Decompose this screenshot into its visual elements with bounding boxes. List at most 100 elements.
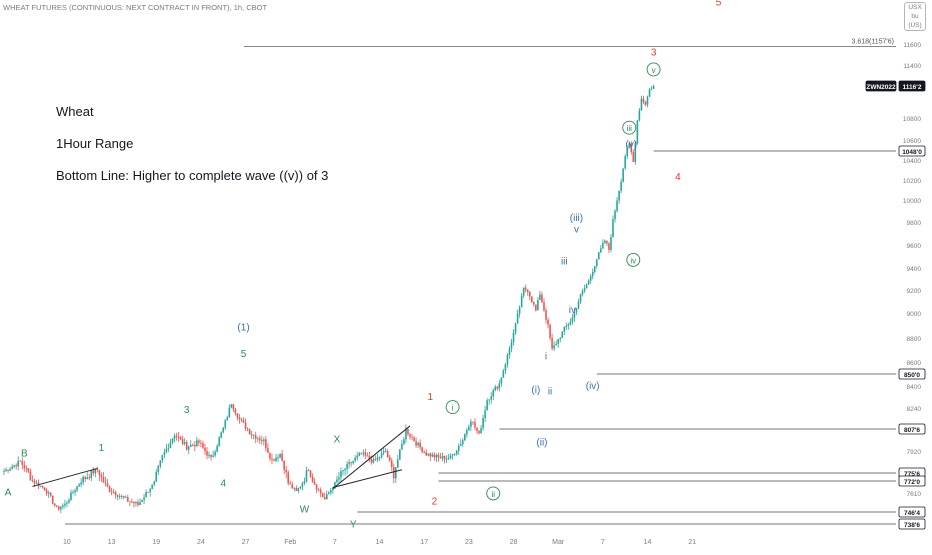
candle [486, 398, 488, 411]
candle [127, 494, 129, 503]
svg-text:1116'2: 1116'2 [903, 84, 922, 91]
candle [587, 279, 590, 285]
note-bottom-line: Bottom Line: Higher to complete wave ((v… [56, 168, 329, 183]
candle [453, 453, 456, 457]
svg-text:v: v [652, 66, 656, 75]
candle [122, 495, 125, 500]
candle [589, 273, 592, 284]
candle [171, 437, 174, 445]
candle [407, 428, 409, 436]
unit-label: bu (US) [908, 13, 922, 29]
candle [399, 449, 401, 460]
symbol-title: WHEAT FUTURES (CONTINUOUS: NEXT CONTRACT… [3, 3, 268, 12]
y-tick-label: 8400 [907, 384, 922, 391]
candle [141, 499, 143, 503]
candle [295, 485, 298, 491]
candle [423, 450, 426, 454]
price-label: 850'0 [898, 368, 926, 380]
candle [9, 466, 11, 471]
x-tick-label: 13 [108, 539, 116, 546]
candle [198, 438, 200, 447]
candle [620, 178, 622, 194]
candle [567, 322, 570, 330]
x-tick-label: 14 [376, 539, 384, 546]
candle [563, 326, 566, 336]
candle [187, 445, 190, 454]
candle [549, 323, 551, 341]
candle [405, 424, 407, 444]
wave-label: iv [569, 305, 576, 316]
candle [644, 100, 647, 107]
candle [342, 469, 344, 476]
candle [488, 399, 490, 405]
candle [350, 461, 352, 467]
candle [441, 452, 444, 462]
candle [626, 145, 629, 159]
candle [285, 465, 287, 479]
candle [17, 456, 20, 471]
candle [364, 448, 367, 460]
candle [256, 436, 259, 443]
price-label: 1116'2 [898, 80, 926, 92]
candle [482, 414, 484, 431]
currency-unit-box[interactable]: USX bu (US) [904, 2, 926, 31]
candle [384, 447, 387, 453]
candle [218, 435, 220, 448]
candle [163, 448, 166, 459]
svg-text:1: 1 [428, 392, 434, 403]
candle [340, 467, 342, 482]
candle [232, 403, 235, 413]
candle [537, 297, 539, 311]
candle [137, 499, 139, 507]
candle [636, 119, 639, 145]
candle [612, 215, 614, 238]
candle [524, 284, 527, 293]
candle [311, 473, 314, 483]
candle [380, 448, 383, 459]
candle [110, 487, 113, 495]
wave-label: 4 [220, 478, 226, 489]
candle [451, 453, 454, 460]
svg-text:850'0: 850'0 [904, 372, 920, 379]
candle [114, 490, 117, 499]
svg-text:iii: iii [627, 124, 633, 133]
candle [531, 296, 533, 303]
candle [248, 428, 251, 435]
candle [466, 427, 468, 438]
candle [299, 486, 302, 490]
y-tick-label: 9600 [907, 243, 922, 250]
wave-label: (v) [625, 139, 637, 150]
candle [167, 443, 170, 453]
svg-text:4: 4 [675, 172, 681, 183]
candle [68, 497, 70, 504]
candle [11, 463, 13, 470]
candle [392, 463, 395, 484]
candle [315, 483, 318, 494]
wave-label: 5 [716, 0, 722, 9]
candle [431, 452, 434, 458]
wave-label: (iv) [586, 381, 600, 392]
candle [610, 233, 612, 253]
candle [116, 494, 119, 501]
fib-label: 3.618(1157'6) [852, 39, 894, 46]
wave-label: iii [622, 120, 637, 135]
candle [181, 435, 184, 446]
candle [585, 283, 588, 289]
candle [388, 454, 391, 463]
svg-text:A: A [5, 488, 12, 499]
candle [58, 505, 60, 512]
candle [72, 489, 74, 495]
svg-text:i: i [545, 352, 547, 363]
candle [543, 298, 545, 312]
candle [490, 392, 492, 404]
candle [78, 482, 80, 488]
candle [147, 491, 149, 493]
x-tick-label: 23 [465, 539, 473, 546]
candle [120, 494, 123, 499]
candle [437, 452, 440, 462]
candle [191, 443, 194, 447]
candle [449, 453, 452, 460]
candle [319, 487, 322, 498]
candle [565, 322, 568, 330]
